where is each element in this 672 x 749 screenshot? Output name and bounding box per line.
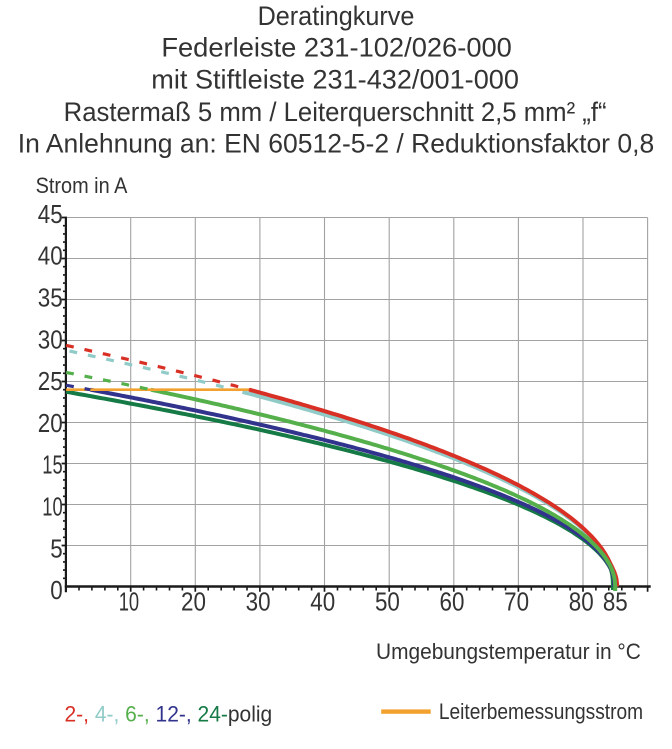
svg-text:25: 25 <box>38 368 63 397</box>
svg-text:10: 10 <box>119 587 139 616</box>
svg-text:45: 45 <box>38 201 63 230</box>
svg-text:Federleiste 231-102/026-000: Federleiste 231-102/026-000 <box>161 32 512 63</box>
svg-text:20: 20 <box>38 410 63 439</box>
svg-text:30: 30 <box>246 588 271 617</box>
svg-text:40: 40 <box>38 242 63 271</box>
svg-text:mit Stiftleiste 231-432/001-00: mit Stiftleiste 231-432/001-000 <box>151 64 519 94</box>
svg-text:2-, 4-, 6-, 12-, 24-polig: 2-, 4-, 6-, 12-, 24-polig <box>65 702 273 727</box>
svg-text:35: 35 <box>38 284 63 313</box>
svg-text:40: 40 <box>310 588 335 617</box>
svg-text:10: 10 <box>42 493 62 522</box>
svg-text:Umgebungstemperatur in °C: Umgebungstemperatur in °C <box>376 640 641 665</box>
svg-text:15: 15 <box>42 451 62 480</box>
svg-text:20: 20 <box>181 588 206 617</box>
svg-text:80: 80 <box>569 588 594 617</box>
svg-text:60: 60 <box>440 588 465 617</box>
svg-text:5: 5 <box>50 535 62 564</box>
svg-text:Leiterbemessungsstrom: Leiterbemessungsstrom <box>439 700 643 725</box>
svg-text:0: 0 <box>50 577 62 606</box>
svg-text:85: 85 <box>603 588 628 617</box>
svg-text:50: 50 <box>375 588 400 617</box>
svg-text:Rastermaß 5 mm / Leiterquersch: Rastermaß 5 mm / Leiterquerschnitt 2,5 m… <box>64 97 607 128</box>
svg-text:30: 30 <box>38 326 63 355</box>
svg-text:Deratingkurve: Deratingkurve <box>258 0 415 31</box>
svg-text:Strom in A: Strom in A <box>36 174 128 198</box>
svg-text:70: 70 <box>504 588 529 617</box>
svg-text:In Anlehnung an: EN 60512-5-2: In Anlehnung an: EN 60512-5-2 / Reduktio… <box>18 128 654 158</box>
